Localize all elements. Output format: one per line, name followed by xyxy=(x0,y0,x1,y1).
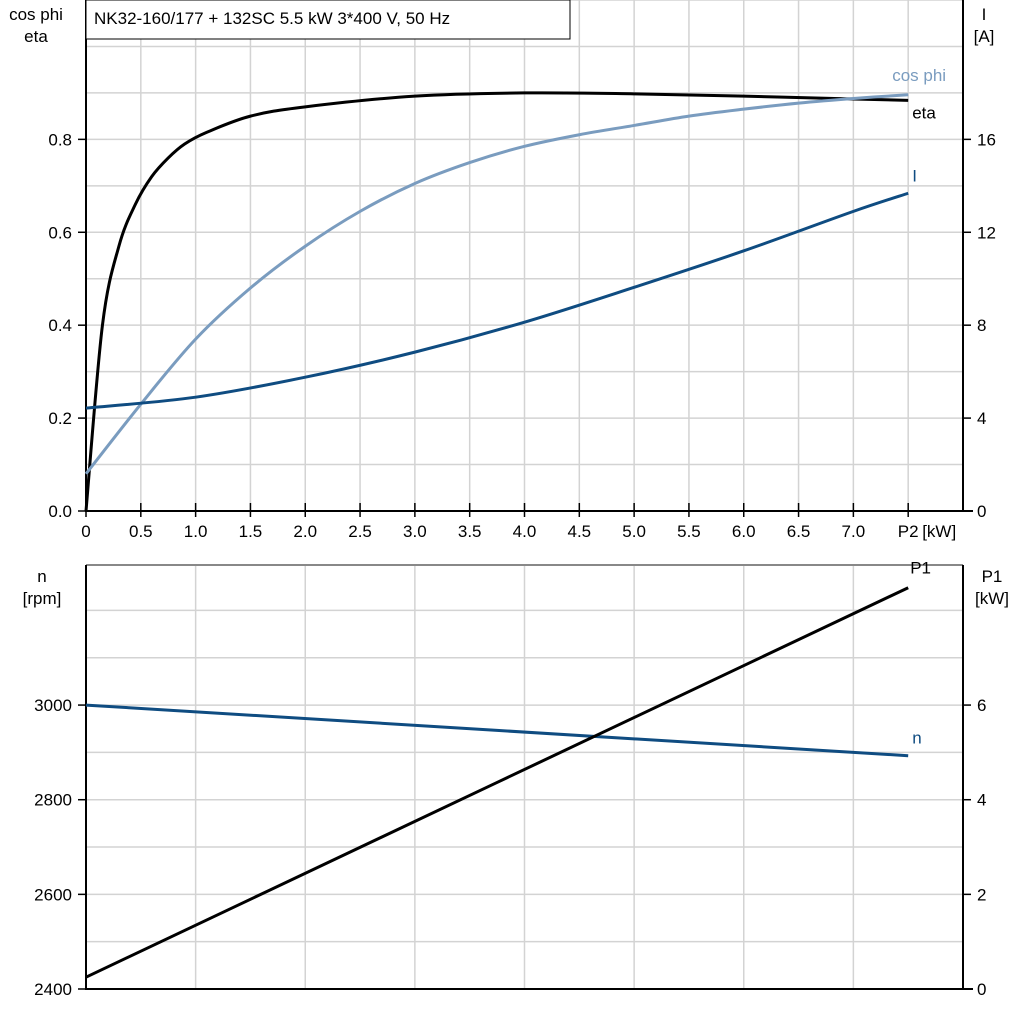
right-axis-label: [kW] xyxy=(975,589,1009,608)
left-tick-label: 0.0 xyxy=(48,502,72,521)
x-tick-label: 2.5 xyxy=(348,522,372,541)
x-tick-label: 1.5 xyxy=(239,522,263,541)
series-line-cos-phi xyxy=(84,93,909,475)
series-line-P1 xyxy=(85,586,909,979)
x-tick-label: 2.0 xyxy=(293,522,317,541)
x-tick-label: 4.5 xyxy=(567,522,591,541)
x-tick-label: 0.5 xyxy=(129,522,153,541)
right-axis-label: [A] xyxy=(974,27,995,46)
x-tick-label: 5.0 xyxy=(622,522,646,541)
left-axis-label: cos phi xyxy=(9,5,63,24)
series-label: eta xyxy=(912,103,936,122)
right-axis-label: I xyxy=(982,5,987,24)
x-tick-label: 6.0 xyxy=(732,522,756,541)
right-tick-label: 4 xyxy=(977,791,986,810)
right-tick-label: 16 xyxy=(977,130,996,149)
right-axis-label: P1 xyxy=(982,567,1003,586)
left-tick-label: 0.6 xyxy=(48,223,72,242)
left-axis-label: eta xyxy=(24,27,48,46)
title-box xyxy=(85,0,571,40)
chart-title: NK32-160/177 + 132SC 5.5 kW 3*400 V, 50 … xyxy=(94,9,450,28)
series-label: cos phi xyxy=(892,66,946,85)
series-line-eta xyxy=(84,91,909,512)
right-tick-label: 0 xyxy=(977,980,986,999)
right-tick-label: 2 xyxy=(977,885,986,904)
series-label: I xyxy=(912,166,917,185)
left-tick-label: 2600 xyxy=(34,885,72,904)
x-tick-label: 3.5 xyxy=(458,522,482,541)
series-label: P1 xyxy=(910,559,931,578)
right-tick-label: 8 xyxy=(977,316,986,335)
x-tick-label: 1.0 xyxy=(184,522,208,541)
x-tick-label: 0 xyxy=(81,522,90,541)
x-tick-label: 5.5 xyxy=(677,522,701,541)
left-axis-label: n xyxy=(37,567,46,586)
x-tick-label: 3.0 xyxy=(403,522,427,541)
left-tick-label: 3000 xyxy=(34,696,72,715)
series-line-n xyxy=(85,703,909,758)
x-axis-unit: [kW] xyxy=(922,522,956,541)
right-tick-label: 6 xyxy=(977,696,986,715)
series-label: n xyxy=(912,729,921,748)
left-tick-label: 0.4 xyxy=(48,316,72,335)
left-tick-label: 0.8 xyxy=(48,130,72,149)
x-axis-label: P2 xyxy=(898,522,919,541)
series-line-I xyxy=(85,191,909,410)
right-tick-label: 4 xyxy=(977,409,986,428)
x-tick-label: 6.5 xyxy=(787,522,811,541)
right-tick-label: 12 xyxy=(977,223,996,242)
left-tick-label: 2400 xyxy=(34,980,72,999)
right-tick-label: 0 xyxy=(977,502,986,521)
left-axis-label: [rpm] xyxy=(23,589,62,608)
left-tick-label: 2800 xyxy=(34,791,72,810)
left-tick-label: 0.2 xyxy=(48,409,72,428)
x-tick-label: 4.0 xyxy=(513,522,537,541)
x-tick-label: 7.0 xyxy=(842,522,866,541)
